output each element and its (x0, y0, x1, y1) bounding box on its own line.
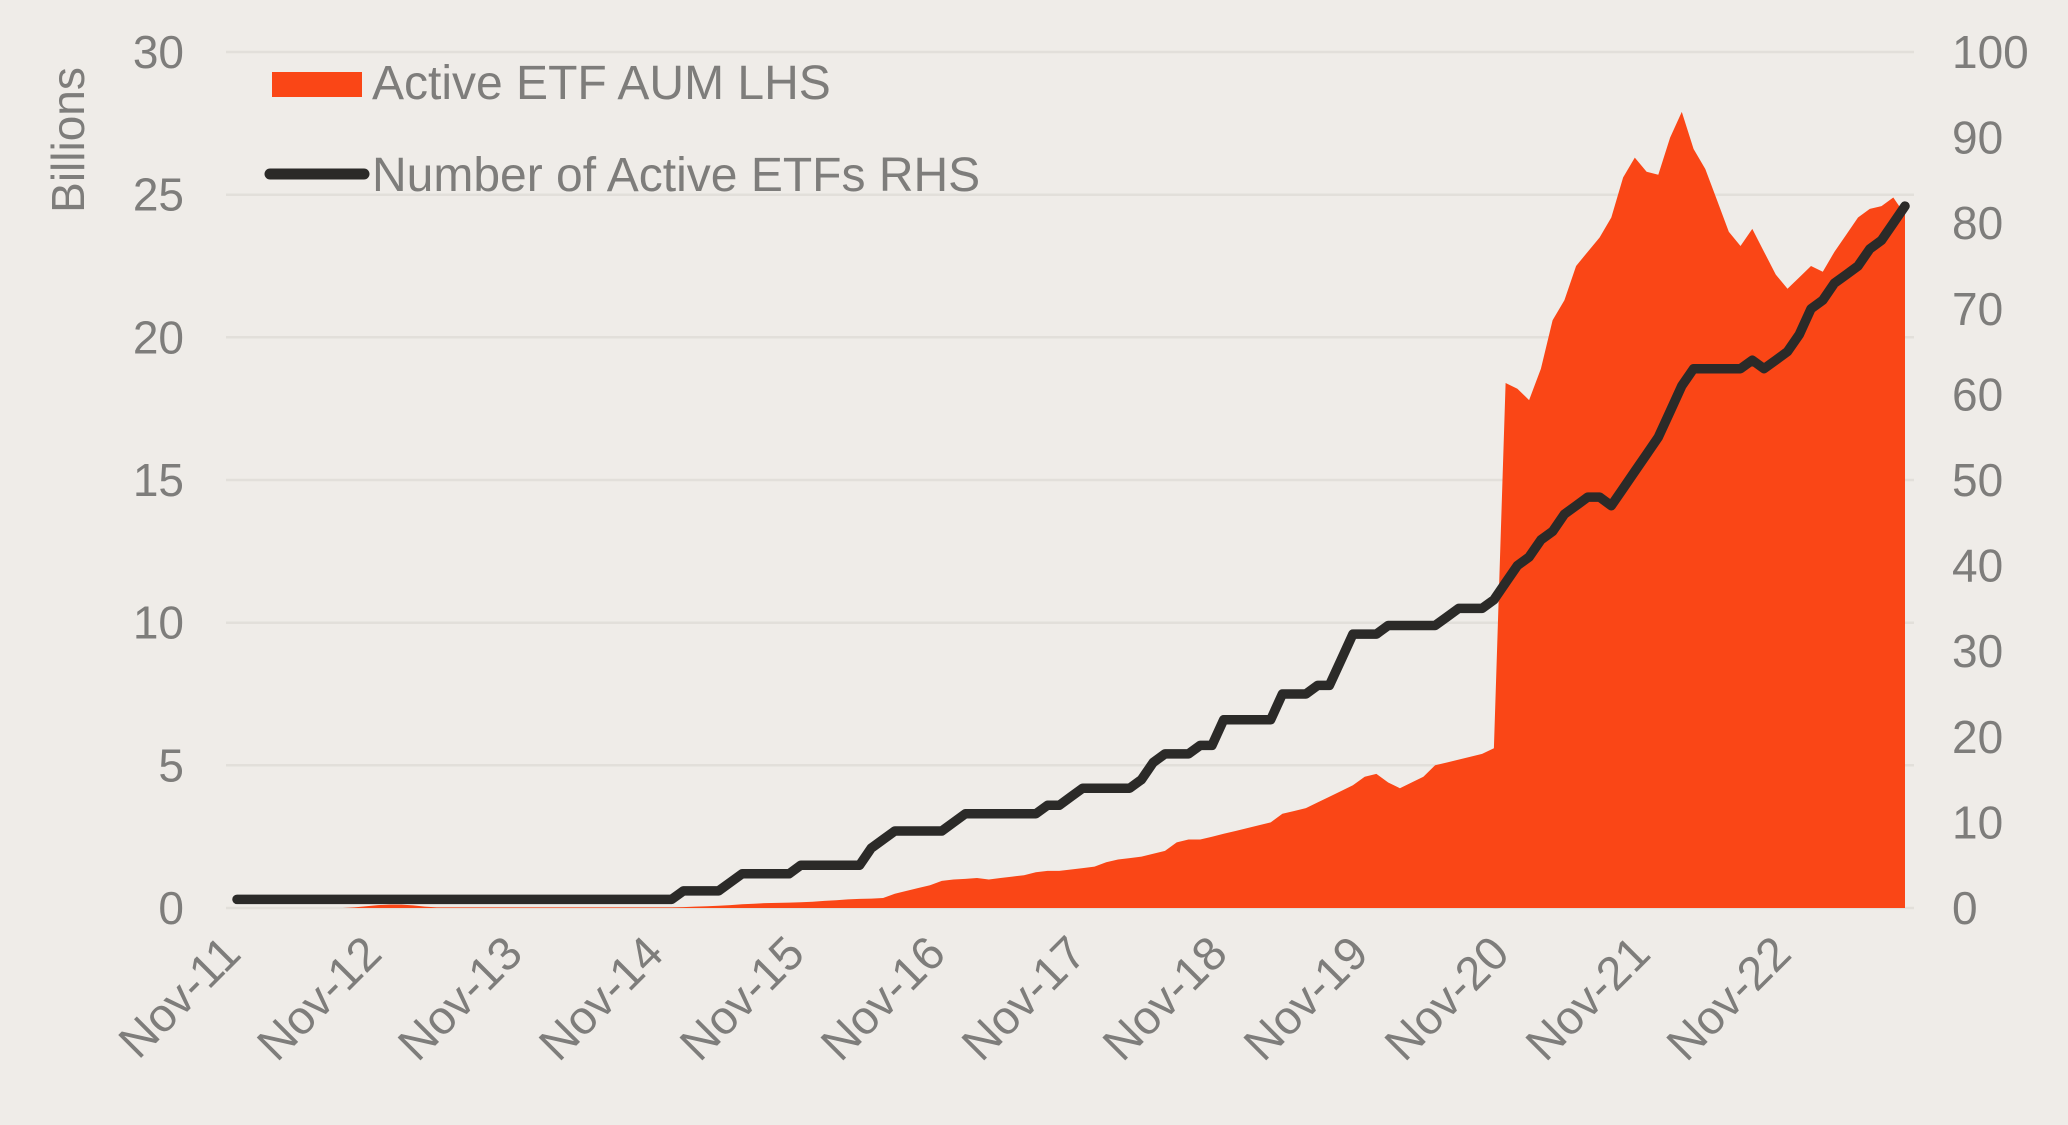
left-axis-tick-label: 15 (133, 454, 184, 506)
left-axis-tick-label: 20 (133, 311, 184, 363)
right-axis-tick-label: 10 (1952, 796, 2003, 848)
etf-count-line-series (232, 201, 1910, 905)
legend-area-swatch-icon (272, 72, 362, 97)
left-axis-title: Billions (42, 67, 94, 213)
right-axis: 0 10 20 30 40 50 60 70 80 90 100 (1952, 26, 2029, 934)
left-axis-tick-label: 25 (133, 169, 184, 221)
right-axis-tick-label: 100 (1952, 26, 2029, 78)
right-axis-tick-label: 80 (1952, 197, 2003, 249)
left-axis-tick-label: 30 (133, 26, 184, 78)
left-axis-tick-label: 0 (158, 882, 184, 934)
right-axis-tick-label: 50 (1952, 454, 2003, 506)
left-axis: 0 5 10 15 20 25 30 (133, 26, 184, 934)
right-axis-tick-label: 70 (1952, 283, 2003, 335)
right-axis-tick-label: 0 (1952, 882, 1978, 934)
right-axis-tick-label: 30 (1952, 625, 2003, 677)
right-axis-tick-label: 60 (1952, 368, 2003, 420)
left-axis-tick-label: 5 (158, 739, 184, 791)
right-axis-tick-label: 90 (1952, 112, 2003, 164)
left-axis-tick-label: 10 (133, 597, 184, 649)
right-axis-tick-label: 40 (1952, 540, 2003, 592)
legend-label-count: Number of Active ETFs RHS (372, 149, 980, 202)
right-axis-tick-label: 20 (1952, 711, 2003, 763)
legend-label-aum: Active ETF AUM LHS (372, 57, 831, 110)
legend: Active ETF AUM LHS Number of Active ETFs… (264, 57, 980, 202)
